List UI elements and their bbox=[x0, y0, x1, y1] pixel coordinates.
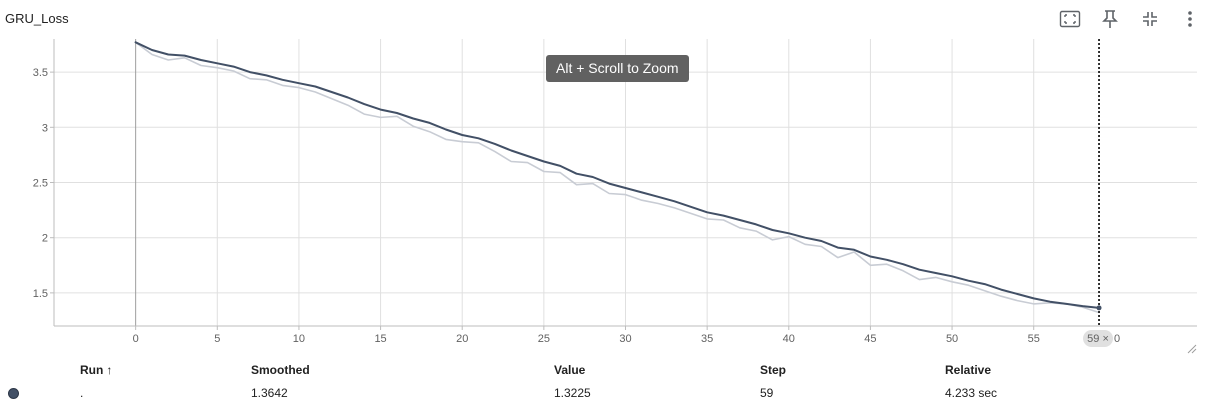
raw-series-line bbox=[134, 41, 1100, 314]
more-vert-icon bbox=[1188, 11, 1192, 27]
x-tick-label: 45 bbox=[864, 333, 876, 345]
more-options-button[interactable] bbox=[1173, 8, 1207, 30]
y-tick-label: 1.5 bbox=[33, 288, 48, 300]
y-tick-label: 2 bbox=[42, 233, 48, 245]
run-name-cell: . bbox=[80, 386, 84, 400]
x-tick-label: 20 bbox=[456, 333, 468, 345]
collapse-icon bbox=[1143, 12, 1157, 26]
x-tick-label: 35 bbox=[701, 333, 713, 345]
run-color-dot bbox=[8, 388, 19, 399]
resize-handle-icon[interactable] bbox=[1187, 344, 1197, 354]
pin-button[interactable] bbox=[1093, 8, 1127, 30]
pin-icon bbox=[1102, 10, 1118, 28]
line-chart[interactable]: 0 5 10 15 20 25 30 35 40 45 50 55 1.5 2 2.5 3 3.5 0 59 × bbox=[0, 36, 1210, 356]
value-cell: 1.3225 bbox=[554, 386, 591, 400]
chart-title: GRU_Loss bbox=[5, 11, 69, 26]
x-tick-label: 25 bbox=[538, 333, 550, 345]
value-column-header[interactable]: Value bbox=[554, 363, 586, 377]
x-tick-label: 40 bbox=[783, 333, 795, 345]
x-tick-label: 15 bbox=[374, 333, 386, 345]
chart-toolbar bbox=[1053, 8, 1207, 30]
hover-step-chip bbox=[1083, 330, 1114, 347]
y-tick-label: 2.5 bbox=[33, 178, 48, 190]
x-tick-label: 5 bbox=[214, 333, 220, 345]
smoothed-cell: 1.3642 bbox=[251, 386, 288, 400]
hover-step-chip-label: 59 × bbox=[1087, 333, 1109, 345]
zoom-hint-tooltip: Alt + Scroll to Zoom bbox=[546, 55, 689, 82]
x-tick-label: 10 bbox=[293, 333, 305, 345]
y-tick-label: 3.5 bbox=[33, 67, 48, 79]
relative-cell: 4.233 sec bbox=[945, 386, 998, 400]
step-column-header[interactable]: Step bbox=[760, 363, 787, 377]
x-tick-label: 55 bbox=[1028, 333, 1040, 345]
x-tick-label: 30 bbox=[619, 333, 631, 345]
step-cell: 59 bbox=[760, 386, 774, 400]
sort-ascending-icon: ↑ bbox=[106, 363, 113, 377]
smoothed-column-header[interactable]: Smoothed bbox=[251, 363, 310, 377]
run-column-header[interactable]: Run ↑ bbox=[80, 363, 113, 377]
relative-column-header[interactable]: Relative bbox=[945, 363, 992, 377]
x-tick-label: 0 bbox=[133, 333, 139, 345]
hover-point bbox=[1096, 305, 1102, 311]
smoothed-series-line bbox=[134, 41, 1100, 309]
collapse-button[interactable] bbox=[1133, 8, 1167, 30]
x-tick-label: 50 bbox=[946, 333, 958, 345]
fit-domain-icon bbox=[1059, 10, 1081, 28]
fit-domain-button[interactable] bbox=[1053, 8, 1087, 30]
x-tick-label-partial: 0 bbox=[1114, 333, 1120, 345]
y-tick-label: 3 bbox=[42, 122, 48, 134]
